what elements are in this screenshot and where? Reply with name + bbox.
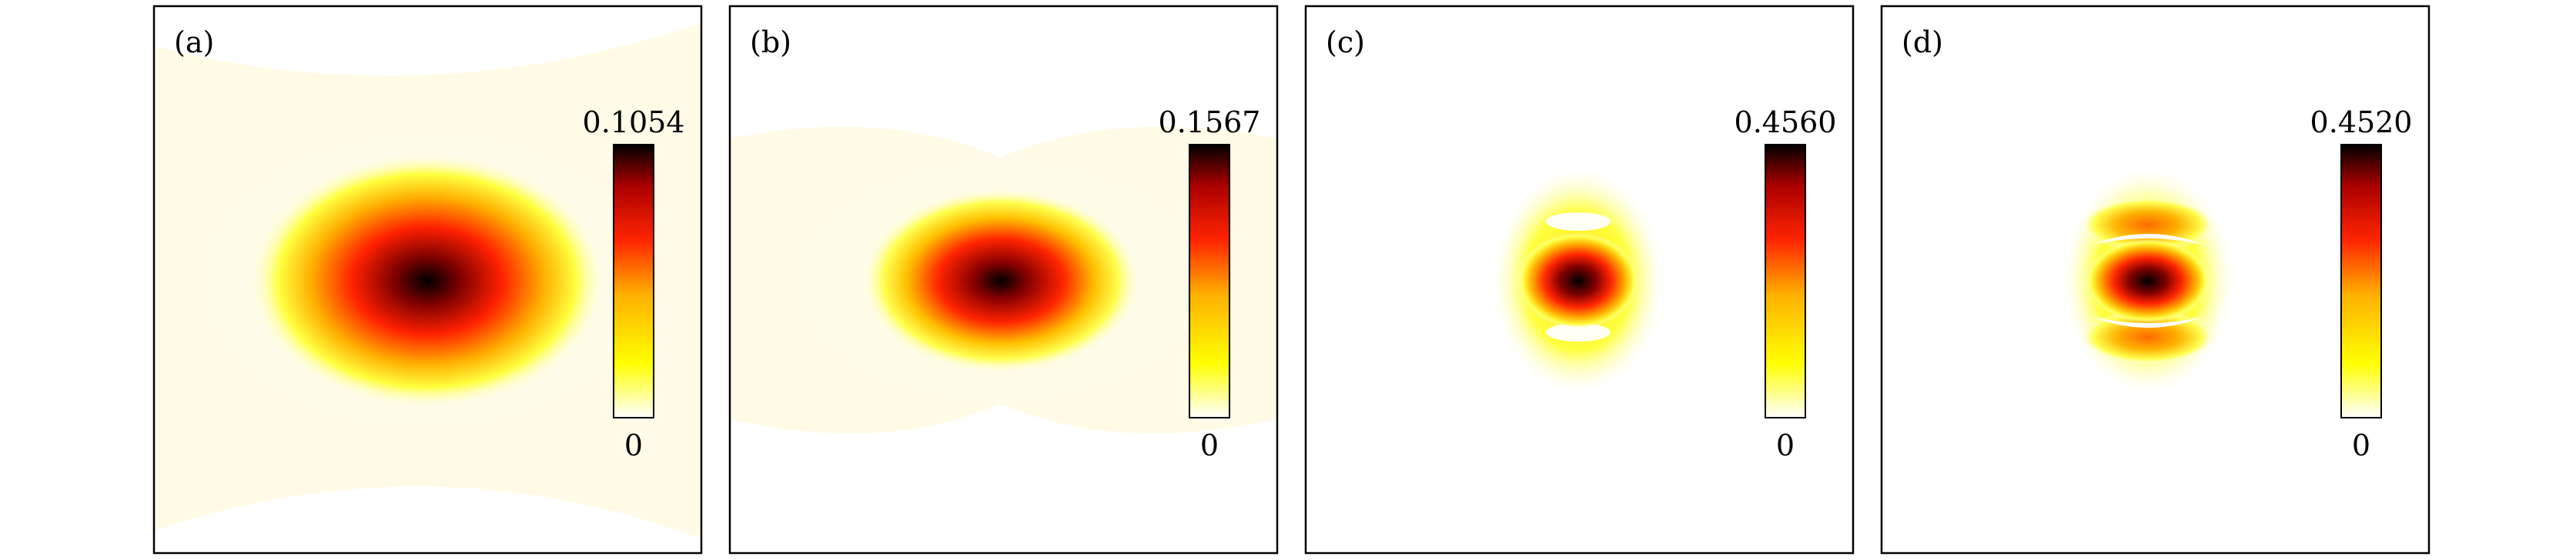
- panel-c: (c) 0.4560 0: [1304, 5, 1855, 555]
- panel-a: (a) 0.1054 0: [152, 5, 703, 555]
- panel-a-frame: [152, 5, 703, 555]
- panel-c-central-spot: [1518, 233, 1638, 328]
- panel-c-label: (c): [1326, 25, 1365, 59]
- panel-b-frame: [728, 5, 1279, 555]
- panel-c-lower-node: [1546, 323, 1611, 342]
- panel-b-colorbar: 0.1567 0: [1159, 105, 1261, 462]
- panel-c-frame: [1304, 5, 1855, 555]
- panel-a-colorbar-max: 0.1054: [583, 105, 685, 139]
- panel-c-colorbar: 0.4560 0: [1735, 105, 1837, 462]
- panel-d: (d) 0.4520 0: [1880, 5, 2430, 555]
- panel-c-colorbar-min: 0: [1776, 428, 1795, 462]
- panel-c-colorbar-max: 0.4560: [1735, 105, 1837, 139]
- panel-a-colorbar: 0.1054 0: [583, 105, 685, 462]
- panel-d-colorbar-max: 0.4520: [2310, 105, 2413, 139]
- panel-a-colorbar-scale: [613, 144, 654, 418]
- panel-b-colorbar-max: 0.1567: [1159, 105, 1261, 139]
- panel-d-colorbar-scale: [2340, 144, 2382, 418]
- panel-a-label: (a): [174, 25, 214, 59]
- panel-c-heatmap: [1490, 165, 1667, 396]
- panel-d-colorbar-min: 0: [2352, 428, 2370, 462]
- panel-d-central-spot: [2086, 239, 2210, 322]
- panel-d-colorbar: 0.4520 0: [2310, 105, 2413, 462]
- panel-b-heatmap: [730, 126, 1277, 434]
- panel-a-colorbar-min: 0: [624, 428, 643, 462]
- panel-a-heatmap: [154, 23, 701, 538]
- panel-d-upper-node: [2093, 234, 2203, 245]
- panel-d-frame: [1880, 5, 2430, 555]
- panel-c-upper-node: [1546, 212, 1611, 231]
- panel-b-colorbar-scale: [1189, 144, 1230, 418]
- panel-a-central-spot: [250, 154, 604, 408]
- panel-b-central-spot: [862, 188, 1139, 373]
- panel-d-lower-node: [2093, 317, 2203, 328]
- panel-b-colorbar-min: 0: [1200, 428, 1219, 462]
- panel-d-label: (d): [1902, 25, 1943, 59]
- panel-b-label: (b): [750, 25, 791, 59]
- panel-d-heatmap: [2059, 165, 2236, 396]
- panel-b: (b) 0.1567 0: [728, 5, 1279, 555]
- panel-c-colorbar-scale: [1765, 144, 1806, 418]
